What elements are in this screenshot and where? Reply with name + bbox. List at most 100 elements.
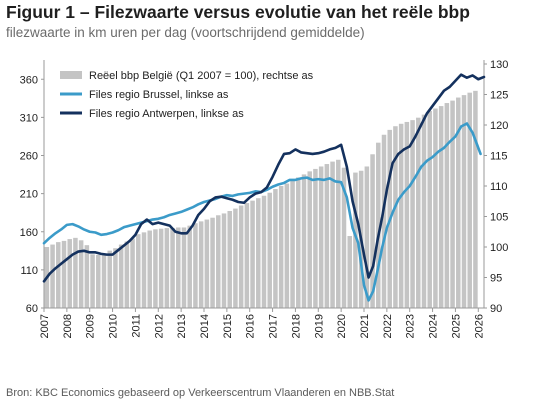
chart-source-note: Bron: KBC Economics gebaseerd op Verkeer… [6, 387, 395, 399]
gdp-bar [456, 97, 461, 308]
gdp-bar [256, 198, 261, 308]
gdp-bar [410, 120, 415, 309]
antwerpen-line [42, 73, 486, 283]
gdp-bar [193, 223, 198, 308]
gdp-bar [50, 244, 55, 308]
gdp-bar [307, 171, 312, 308]
gdp-bar [96, 254, 101, 308]
x-axis-tick-label: 2022 [382, 314, 394, 338]
gdp-bar [147, 230, 152, 308]
gdp-bar [393, 126, 398, 308]
legend-label-gdp: Reëel bbp België (Q1 2007 = 100), rechts… [89, 70, 314, 82]
gdp-bar [170, 228, 175, 308]
gdp-bar [141, 232, 147, 308]
gdp-bar [353, 172, 358, 308]
x-axis-tick-label: 2011 [130, 314, 142, 338]
gdp-bar [341, 167, 347, 308]
x-axis-tick-label: 2008 [62, 314, 74, 338]
gdp-bar [330, 161, 335, 308]
gdp-bar [204, 219, 210, 308]
gdp-bar [136, 234, 141, 308]
x-axis-tick-label: 2026 [473, 314, 485, 338]
chart-title: Figuur 1 – Filezwaarte versus evolutie v… [6, 2, 470, 22]
gdp-bar [290, 180, 295, 308]
x-axis-tick-label: 2013 [176, 314, 188, 338]
gdp-bar [107, 250, 112, 308]
right-axis-tick-label: 130 [490, 59, 508, 71]
gdp-bar [336, 159, 341, 308]
gdp-bar [181, 227, 187, 308]
gdp-bar [398, 123, 404, 308]
gdp-bar [473, 90, 478, 308]
x-axis-tick-label: 2019 [313, 314, 325, 338]
gdp-bar [273, 189, 278, 308]
x-axis-tick-label: 2014 [199, 314, 211, 338]
gdp-bar [244, 203, 250, 308]
gdp-bar [153, 229, 158, 308]
right-axis-tick-label: 90 [490, 303, 502, 315]
x-axis-tick-label: 2015 [222, 314, 234, 338]
gdp-bar [78, 240, 84, 308]
gdp-bar [227, 211, 232, 308]
gdp-bar [238, 205, 244, 308]
gdp-bar [404, 121, 410, 308]
x-axis-tick-label: 2007 [39, 314, 51, 338]
gdp-bar [61, 240, 67, 308]
gdp-bar [301, 174, 307, 308]
right-axis-tick-label: 120 [490, 120, 508, 132]
gdp-bar [267, 192, 272, 308]
gdp-bar [450, 100, 455, 308]
gdp-bar [164, 228, 170, 308]
x-axis-tick-label: 2018 [290, 314, 302, 338]
gdp-bar [261, 195, 267, 308]
gdp-bar [250, 200, 255, 308]
gdp-bar [176, 227, 181, 308]
gdp-bar [73, 237, 78, 308]
x-axis-tick-label: 2020 [336, 314, 348, 338]
right-axis-tick-label: 100 [490, 242, 508, 254]
gdp-bar [278, 186, 284, 308]
gdp-bar [427, 110, 432, 308]
right-axis-tick-label: 95 [490, 273, 502, 285]
gdp-bar [313, 168, 318, 308]
gdp-bar [210, 217, 215, 308]
gdp-bar [67, 239, 72, 308]
gdp-bar [90, 254, 95, 308]
gdp-bar [216, 215, 221, 308]
gdp-bar [433, 108, 438, 308]
legend-swatch-gdp [60, 71, 82, 79]
x-axis-tick-label: 2021 [359, 314, 371, 338]
gdp-bar [84, 245, 90, 308]
gdp-bar [130, 238, 135, 308]
gdp-bar [444, 103, 450, 308]
legend-label-brussel: Files regio Brussel, linkse as [89, 89, 229, 101]
left-axis-tick-label: 360 [20, 74, 38, 86]
left-axis-tick-label: 160 [20, 227, 38, 239]
left-axis-tick-label: 260 [20, 151, 38, 163]
legend-label-antwerpen: Files regio Antwerpen, linkse as [89, 108, 244, 120]
right-axis-tick-label: 115 [490, 151, 508, 163]
right-axis-tick-label: 110 [490, 181, 508, 193]
gdp-bar [198, 221, 204, 308]
gdp-bar [296, 177, 301, 308]
x-axis-tick-label: 2025 [450, 314, 462, 338]
gdp-bar [158, 228, 164, 308]
gdp-bar [467, 92, 472, 308]
right-axis-tick-label: 125 [490, 90, 508, 102]
brussel-line [42, 122, 482, 302]
gdp-bar [324, 164, 330, 308]
gdp-bar [118, 244, 124, 308]
gdp-bar [364, 166, 370, 308]
gdp-bar [376, 142, 381, 308]
gdp-bar [461, 95, 467, 308]
x-axis-tick-label: 2016 [245, 314, 257, 338]
left-axis-tick-label: 210 [20, 189, 38, 201]
x-axis-tick-label: 2017 [268, 314, 280, 338]
left-axis-tick-label: 60 [26, 303, 38, 315]
x-axis-tick-label: 2024 [428, 314, 440, 338]
x-axis-tick-label: 2009 [85, 314, 97, 338]
x-axis-tick-label: 2012 [153, 314, 165, 338]
x-axis-tick-label: 2010 [108, 314, 120, 338]
gdp-bar [124, 241, 130, 308]
gdp-bar [101, 253, 107, 308]
